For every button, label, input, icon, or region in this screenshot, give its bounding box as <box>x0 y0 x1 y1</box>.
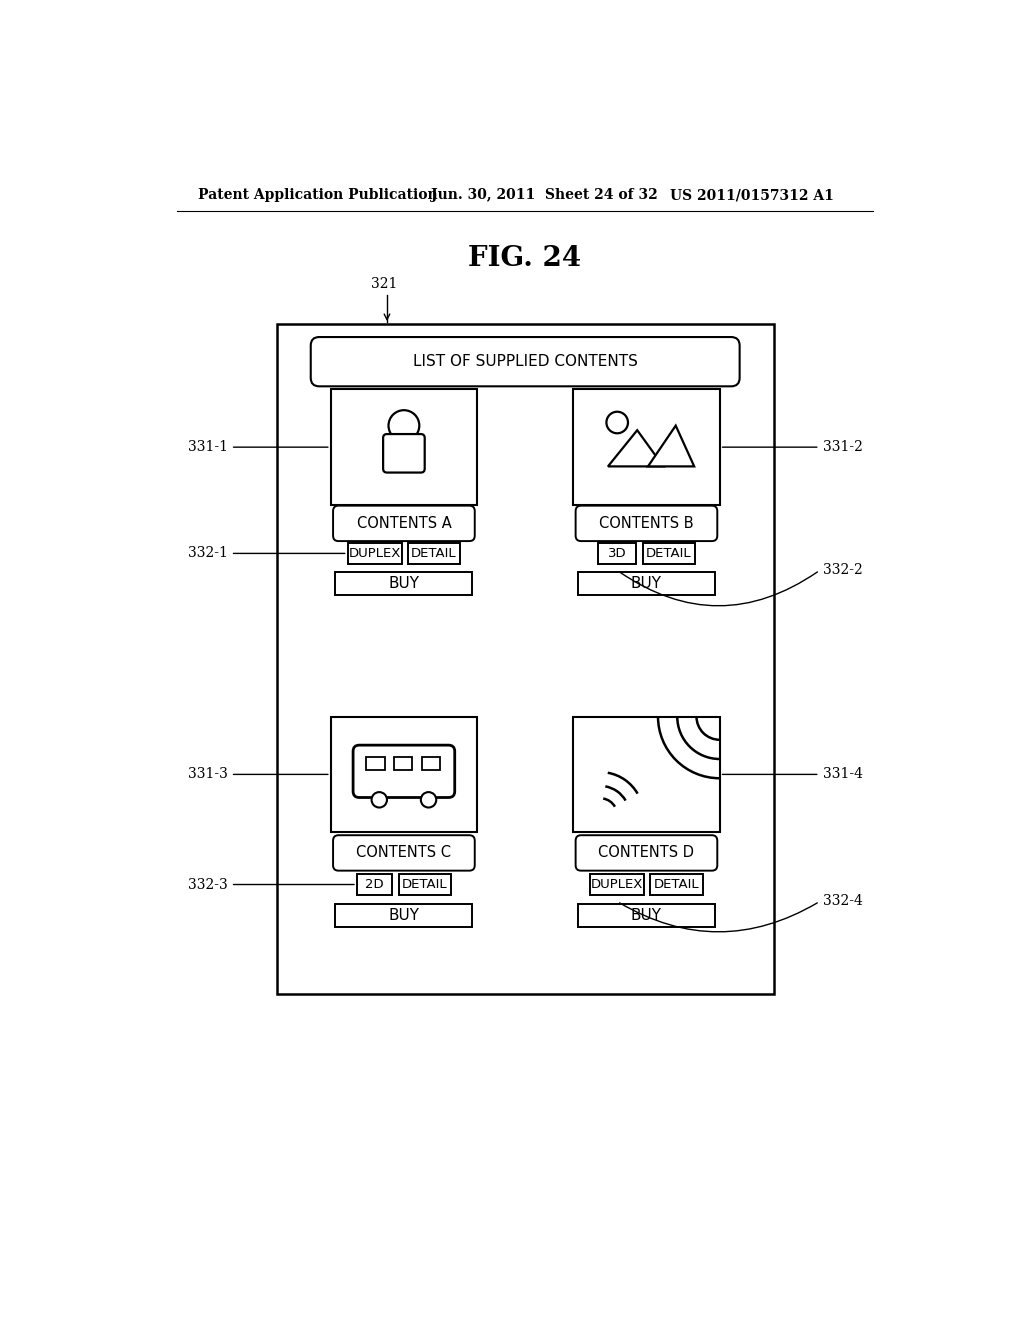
FancyBboxPatch shape <box>353 744 455 797</box>
Text: CONTENTS C: CONTENTS C <box>356 845 452 861</box>
Bar <box>348 543 401 564</box>
Bar <box>573 717 720 832</box>
Text: DUPLEX: DUPLEX <box>348 546 400 560</box>
Text: 331-4: 331-4 <box>823 767 863 781</box>
Bar <box>398 874 451 895</box>
Text: 332-4: 332-4 <box>823 895 862 908</box>
Text: DETAIL: DETAIL <box>411 546 457 560</box>
Bar <box>367 756 385 770</box>
Text: 3D: 3D <box>608 546 627 560</box>
Text: 331-2: 331-2 <box>823 440 862 454</box>
Bar <box>643 543 695 564</box>
FancyBboxPatch shape <box>383 434 425 473</box>
Text: DETAIL: DETAIL <box>653 878 699 891</box>
Circle shape <box>388 411 419 441</box>
Text: LIST OF SUPPLIED CONTENTS: LIST OF SUPPLIED CONTENTS <box>413 354 638 370</box>
FancyBboxPatch shape <box>575 836 717 871</box>
Polygon shape <box>648 425 694 466</box>
FancyBboxPatch shape <box>333 836 475 871</box>
Bar <box>590 874 644 895</box>
Text: BUY: BUY <box>388 908 420 923</box>
FancyBboxPatch shape <box>575 506 717 541</box>
Text: CONTENTS B: CONTENTS B <box>599 516 694 531</box>
Text: DETAIL: DETAIL <box>646 546 691 560</box>
Bar <box>357 874 392 895</box>
Text: 331-1: 331-1 <box>187 440 227 454</box>
Bar <box>422 756 440 770</box>
Text: Patent Application Publication: Patent Application Publication <box>199 189 438 202</box>
Text: 2D: 2D <box>366 878 384 891</box>
Text: Jun. 30, 2011  Sheet 24 of 32: Jun. 30, 2011 Sheet 24 of 32 <box>431 189 657 202</box>
Text: US 2011/0157312 A1: US 2011/0157312 A1 <box>670 189 834 202</box>
Bar <box>336 572 472 595</box>
Text: 331-3: 331-3 <box>187 767 227 781</box>
Bar <box>394 756 413 770</box>
Bar <box>573 389 720 506</box>
Text: DETAIL: DETAIL <box>401 878 447 891</box>
Bar <box>650 874 702 895</box>
Text: BUY: BUY <box>631 576 662 591</box>
Bar <box>578 572 715 595</box>
FancyBboxPatch shape <box>310 337 739 387</box>
Bar <box>336 904 472 927</box>
Bar <box>408 543 460 564</box>
Bar <box>331 717 477 832</box>
Text: 321: 321 <box>371 277 397 290</box>
Text: BUY: BUY <box>388 576 420 591</box>
Bar <box>578 904 715 927</box>
FancyBboxPatch shape <box>333 506 475 541</box>
Text: 332-3: 332-3 <box>187 878 227 891</box>
Text: DUPLEX: DUPLEX <box>591 878 643 891</box>
Bar <box>331 389 477 506</box>
Polygon shape <box>608 430 664 466</box>
Circle shape <box>606 412 628 433</box>
Text: 332-1: 332-1 <box>187 546 227 561</box>
Text: BUY: BUY <box>631 908 662 923</box>
Circle shape <box>372 792 387 808</box>
Text: FIG. 24: FIG. 24 <box>468 246 582 272</box>
Bar <box>276 323 773 994</box>
Text: CONTENTS D: CONTENTS D <box>598 845 694 861</box>
Circle shape <box>421 792 436 808</box>
Text: CONTENTS A: CONTENTS A <box>356 516 452 531</box>
Bar <box>598 543 637 564</box>
Text: 332-2: 332-2 <box>823 564 862 577</box>
